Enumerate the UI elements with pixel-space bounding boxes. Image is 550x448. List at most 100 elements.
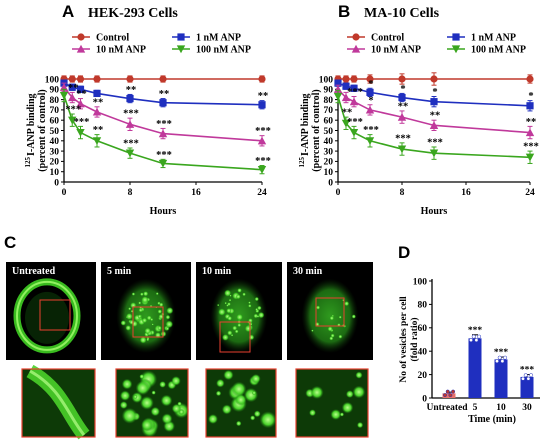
vesicle-spot: [232, 325, 238, 331]
vesicle-spot: [237, 288, 242, 293]
vesicle-spot: [230, 334, 234, 337]
vesicle-spot-zoom: [221, 404, 232, 415]
y-tick-label: 40: [418, 348, 428, 358]
data-point: [258, 75, 266, 83]
significance-label: *: [368, 95, 373, 106]
significance-label: **: [126, 85, 137, 96]
replicate-dot: [448, 393, 453, 398]
vesicle-spot-zoom: [330, 409, 342, 420]
data-point: [76, 85, 85, 93]
vesicle-spot: [248, 334, 255, 341]
y-tick-label: 10: [324, 168, 334, 178]
zoom-inset-border: [115, 368, 189, 438]
significance-label: ***: [395, 133, 411, 144]
vesicle-spot-zoom: [341, 401, 354, 414]
vesicle-spot: [248, 304, 252, 308]
vesicle-spot: [155, 292, 159, 296]
vesicle-spot: [158, 302, 164, 307]
significance-label: ***: [494, 348, 509, 358]
x-tick-label: 24: [525, 188, 535, 198]
vesicle-spot-zoom: [259, 411, 277, 429]
legend-label: Control: [96, 33, 129, 44]
legend-marker: [351, 44, 361, 53]
data-point: [341, 93, 351, 102]
legend: Control 1 nM ANP 10 nM ANP 100 nM ANP: [72, 33, 251, 56]
significance-label: ***: [363, 125, 379, 136]
data-point: [93, 75, 101, 83]
vesicle-spot-zoom: [121, 407, 138, 424]
significance-label: *: [432, 87, 437, 98]
data-point: [125, 120, 135, 128]
zoom-inset-4: [295, 368, 369, 438]
micrograph-label: 10 min: [202, 266, 232, 277]
x-tick-label: 24: [257, 188, 267, 198]
vesicle-spot: [125, 324, 132, 331]
panel-a-letter: A: [62, 2, 74, 21]
significance-label: **: [258, 91, 269, 102]
legend: Control 1 nM ANP 10 nM ANP 100 nM ANP: [347, 33, 526, 56]
significance-label: ***: [74, 117, 90, 128]
y-tick-label: 100: [45, 75, 60, 85]
y-tick-label: 90: [50, 86, 60, 96]
vesicle-spot: [226, 307, 232, 314]
vesicle-spot: [227, 302, 231, 307]
significance-label: ***: [123, 139, 139, 150]
vesicle-spot-zoom: [171, 376, 181, 386]
data-point: [76, 75, 85, 83]
panel-a-title: HEK-293 Cells: [88, 6, 178, 21]
data-point: [398, 75, 406, 83]
vesicle-spot: [146, 338, 150, 342]
data-point: [125, 149, 135, 158]
vesicle-spot: [151, 323, 154, 326]
vesicle-spot: [141, 296, 149, 304]
vesicle-spot-zoom: [171, 403, 182, 414]
series-10-nm-anp: **********: [333, 84, 537, 140]
legend-label: 100 nM ANP: [196, 45, 251, 56]
y-tick-label: 60: [50, 117, 60, 127]
vesicle-spot: [224, 301, 227, 305]
vesicle-spot-zoom: [356, 421, 364, 429]
data-point: [93, 89, 101, 98]
significance-label: *: [528, 91, 533, 102]
data-point: [526, 102, 534, 110]
panel-d-chart: D 0 20 40 60 80 100 Untreated *** 5 *** 10 *** 30 Tim…: [398, 243, 540, 425]
cell-interior: [25, 291, 69, 344]
y-axis-label: 125I-ANP binding: [24, 93, 37, 167]
significance-label: ***: [468, 326, 483, 336]
vesicle-spot-zoom: [234, 393, 247, 406]
vesicle-spot-zoom: [352, 385, 366, 399]
zoom-inset-background: [296, 369, 368, 437]
significance-label: ***: [255, 156, 271, 167]
vesicle-spot: [236, 313, 244, 321]
vesicle-spot-zoom: [139, 374, 145, 379]
x-tick-label: 0: [336, 188, 341, 198]
data-point: [158, 129, 168, 138]
significance-label: **: [526, 117, 537, 128]
vesicle-spot: [137, 314, 142, 319]
micrograph-label: 30 min: [293, 266, 323, 277]
legend-marker: [177, 33, 185, 41]
cell-body: [301, 278, 359, 354]
y-tick-label: 30: [324, 147, 334, 157]
vesicle-spot: [221, 333, 229, 341]
data-point: [430, 75, 438, 83]
bar: [468, 338, 482, 398]
replicate-dot: [503, 355, 508, 360]
vesicle-spot-zoom: [135, 380, 150, 396]
vesicle-spot: [330, 333, 335, 338]
significance-label: ***: [520, 366, 535, 376]
data-point: [366, 75, 374, 83]
series-control: [334, 72, 534, 86]
replicate-dot: [526, 376, 531, 381]
data-point: [126, 75, 134, 83]
x-tick-label: 10: [496, 403, 506, 413]
vesicle-spot-zoom: [119, 390, 131, 401]
micrograph-3: 10 min: [196, 262, 282, 360]
replicate-dot: [443, 393, 447, 398]
vesicle-spot-zoom: [223, 369, 234, 381]
micrograph-4: 30 min: [287, 262, 373, 360]
vesicle-spot: [351, 314, 356, 319]
vesicle-spot: [235, 294, 241, 300]
